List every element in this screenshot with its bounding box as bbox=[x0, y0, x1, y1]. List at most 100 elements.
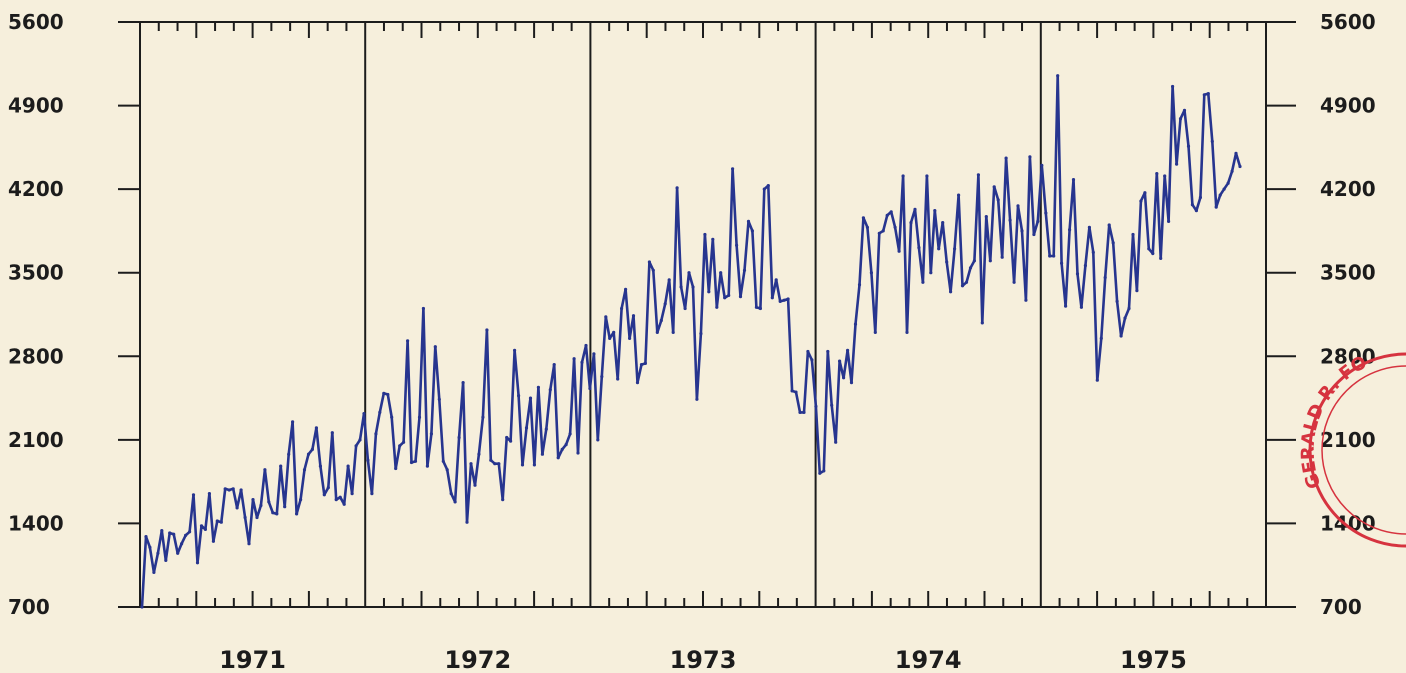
data-point bbox=[861, 216, 866, 220]
x-tick-label: 1972 bbox=[444, 646, 511, 673]
data-point bbox=[584, 343, 588, 348]
data-point bbox=[1008, 218, 1012, 222]
data-point bbox=[1171, 84, 1175, 89]
data-point bbox=[342, 502, 346, 506]
data-point bbox=[802, 410, 806, 414]
data-point bbox=[1032, 232, 1036, 237]
data-point bbox=[758, 306, 763, 311]
left-y-tick-label: 3500 bbox=[8, 261, 64, 285]
data-point bbox=[465, 520, 469, 524]
data-point bbox=[917, 246, 921, 250]
data-point bbox=[1206, 92, 1210, 96]
data-point bbox=[501, 498, 505, 502]
data-point bbox=[180, 542, 184, 546]
data-point bbox=[1024, 298, 1028, 302]
data-point bbox=[1159, 256, 1163, 260]
data-point bbox=[1222, 187, 1226, 191]
data-point bbox=[509, 439, 513, 443]
data-point bbox=[842, 376, 846, 380]
data-point bbox=[1163, 174, 1167, 178]
x-tick-label: 1973 bbox=[670, 646, 737, 673]
data-point bbox=[647, 260, 652, 264]
data-point bbox=[409, 460, 414, 465]
data-point bbox=[620, 306, 624, 311]
data-point bbox=[889, 210, 893, 214]
data-point bbox=[988, 259, 992, 263]
data-point bbox=[390, 415, 394, 419]
data-point bbox=[1194, 209, 1198, 213]
data-point bbox=[287, 452, 291, 456]
data-point bbox=[667, 278, 671, 282]
data-point bbox=[1012, 280, 1016, 284]
data-point bbox=[853, 322, 858, 326]
data-point bbox=[949, 290, 953, 294]
data-point bbox=[794, 390, 798, 394]
data-point bbox=[283, 505, 287, 509]
data-point bbox=[909, 221, 913, 225]
data-point bbox=[810, 358, 814, 362]
data-point bbox=[596, 438, 600, 442]
data-point bbox=[374, 432, 378, 436]
data-point bbox=[960, 284, 965, 288]
data-point bbox=[144, 535, 148, 539]
left-y-tick-label: 1400 bbox=[8, 511, 64, 535]
data-point bbox=[1107, 223, 1111, 227]
data-point bbox=[227, 488, 231, 492]
data-point bbox=[362, 412, 366, 416]
data-point bbox=[235, 506, 239, 510]
data-point bbox=[140, 605, 144, 609]
left-y-tick-label: 2800 bbox=[8, 344, 64, 368]
data-point bbox=[941, 221, 945, 225]
x-tick-label: 1971 bbox=[219, 646, 286, 673]
data-point bbox=[259, 503, 263, 508]
data-point bbox=[588, 386, 592, 391]
data-point bbox=[608, 336, 612, 340]
chart-frame-and-ticks bbox=[139, 21, 1267, 608]
data-point bbox=[528, 396, 533, 400]
data-point bbox=[1147, 247, 1151, 251]
data-point bbox=[271, 511, 275, 515]
data-point bbox=[806, 349, 810, 354]
data-point bbox=[1099, 336, 1103, 340]
data-point bbox=[556, 456, 560, 460]
data-point bbox=[945, 260, 949, 264]
data-point bbox=[1190, 203, 1194, 207]
data-point bbox=[937, 247, 941, 251]
data-point bbox=[536, 385, 541, 389]
data-point bbox=[814, 404, 818, 408]
data-point bbox=[1214, 205, 1218, 209]
data-point bbox=[485, 328, 489, 332]
data-point bbox=[679, 285, 683, 289]
data-point bbox=[164, 558, 168, 563]
data-point bbox=[247, 542, 251, 546]
data-point bbox=[295, 512, 299, 516]
data-point bbox=[921, 280, 925, 284]
data-point bbox=[1016, 204, 1020, 208]
data-point bbox=[279, 464, 283, 468]
data-point bbox=[1064, 304, 1068, 308]
data-point bbox=[1167, 219, 1171, 223]
data-point bbox=[382, 391, 386, 395]
data-point bbox=[1186, 144, 1191, 148]
data-point bbox=[469, 462, 473, 466]
data-point bbox=[219, 520, 223, 524]
data-point bbox=[687, 271, 691, 275]
data-point bbox=[984, 215, 988, 219]
data-point bbox=[1040, 163, 1044, 167]
data-point bbox=[168, 531, 172, 535]
data-point bbox=[695, 397, 699, 401]
data-point bbox=[992, 185, 996, 189]
data-point bbox=[822, 469, 826, 473]
data-point bbox=[532, 463, 537, 467]
data-point bbox=[338, 495, 342, 499]
data-point bbox=[421, 306, 425, 311]
data-point bbox=[1044, 211, 1048, 215]
data-point bbox=[358, 438, 362, 442]
data-point bbox=[1052, 254, 1056, 258]
data-point bbox=[925, 174, 929, 178]
data-point bbox=[885, 213, 889, 217]
data-point bbox=[493, 462, 497, 466]
data-point bbox=[877, 231, 881, 235]
data-point bbox=[366, 458, 370, 462]
data-point bbox=[473, 483, 477, 487]
